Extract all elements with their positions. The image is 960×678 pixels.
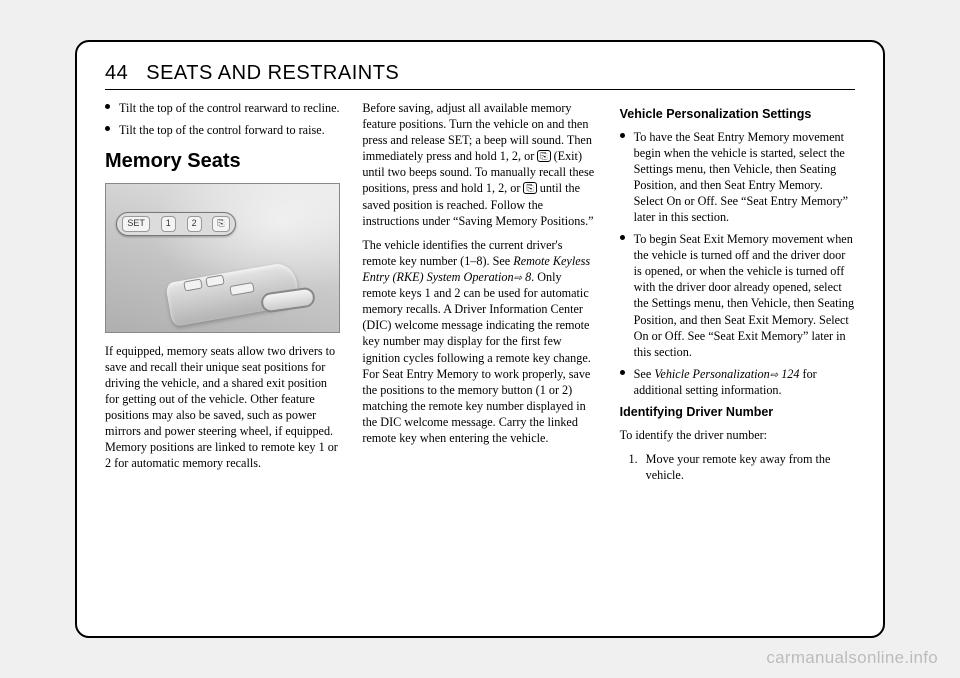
bullet-item: See Vehicle Personalization ⇨ 124 for ad… — [620, 366, 855, 398]
subheading-personalization: Vehicle Personalization Settings — [620, 106, 855, 123]
memory-btn-set: SET — [122, 216, 150, 232]
link-glyph-icon: ⇨ — [770, 369, 778, 382]
bullet-item: To have the Seat Entry Memory movement b… — [620, 129, 855, 226]
step-text: Move your remote key away from the vehic… — [646, 451, 855, 483]
paragraph: To identify the driver number: — [620, 427, 855, 443]
bullet-item: Tilt the top of the control forward to r… — [105, 122, 340, 138]
bullet-text: To begin Seat Exit Memory movement when … — [634, 231, 855, 360]
column-3: Vehicle Personalization Settings To have… — [620, 100, 855, 620]
paragraph: If equipped, memory seats allow two driv… — [105, 343, 340, 472]
column-1: Tilt the top of the control rearward to … — [105, 100, 340, 620]
bullet-text: Tilt the top of the control rearward to … — [119, 100, 340, 116]
memory-btn-exit: ⎘ — [212, 216, 229, 232]
paragraph: Before saving, adjust all available memo… — [362, 100, 597, 229]
bullet-dot-icon — [105, 100, 111, 116]
numbered-item: 1. Move your remote key away from the ve… — [620, 451, 855, 483]
memory-button-bar: SET 1 2 ⎘ — [116, 212, 236, 236]
cross-reference-page: 124 — [778, 367, 799, 381]
watermark: carmanualsonline.info — [766, 648, 938, 668]
bullet-dot-icon — [620, 129, 626, 226]
text-run: . Only remote keys 1 and 2 can be used f… — [362, 270, 590, 445]
heading-memory-seats: Memory Seats — [105, 148, 340, 174]
text-run: (Exit) — [554, 149, 582, 163]
bullet-text: To have the Seat Entry Memory movement b… — [634, 129, 855, 226]
bullet-item: Tilt the top of the control rearward to … — [105, 100, 340, 116]
section-title: SEATS AND RESTRAINTS — [146, 62, 399, 85]
bullet-text: Tilt the top of the control forward to r… — [119, 122, 340, 138]
content-columns: Tilt the top of the control rearward to … — [105, 100, 855, 620]
cross-reference-page: 8 — [522, 270, 531, 284]
memory-btn-2: 2 — [187, 216, 202, 232]
figure-memory-seat-controls: SET 1 2 ⎘ — [105, 183, 340, 333]
page-number: 44 — [105, 62, 128, 85]
manual-page: 44 SEATS AND RESTRAINTS Tilt the top of … — [75, 40, 885, 638]
cross-reference: Vehicle Personalization — [654, 367, 769, 381]
bullet-dot-icon — [620, 231, 626, 360]
bullet-dot-icon — [620, 366, 626, 398]
exit-glyph-icon: ⎘ — [537, 150, 550, 162]
bullet-dot-icon — [105, 122, 111, 138]
bullet-text: See Vehicle Personalization ⇨ 124 for ad… — [634, 366, 855, 398]
memory-btn-1: 1 — [161, 216, 176, 232]
step-number: 1. — [620, 451, 638, 483]
subheading-driver-number: Identifying Driver Number — [620, 404, 855, 421]
link-glyph-icon: ⇨ — [514, 272, 522, 285]
column-2: Before saving, adjust all available memo… — [362, 100, 597, 620]
page-header: 44 SEATS AND RESTRAINTS — [105, 62, 855, 90]
paragraph: The vehicle identifies the current drive… — [362, 237, 597, 446]
text-run: See — [634, 367, 655, 381]
bullet-item: To begin Seat Exit Memory movement when … — [620, 231, 855, 360]
exit-glyph-icon: ⎘ — [523, 182, 536, 194]
